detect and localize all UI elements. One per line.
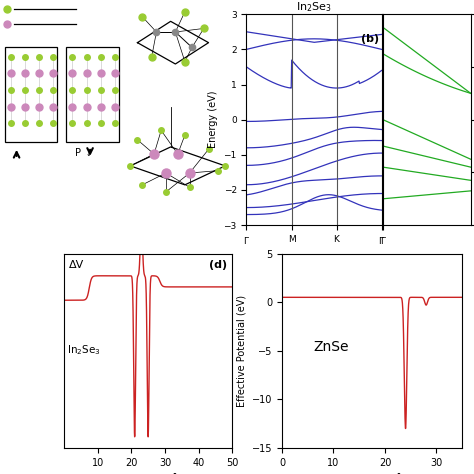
Text: (b): (b) (361, 34, 379, 45)
Text: (d): (d) (209, 260, 227, 270)
Text: ZnSe: ZnSe (313, 340, 348, 354)
Bar (5, 47, 57, 142)
Y-axis label: Energy (eV): Energy (eV) (208, 91, 218, 148)
X-axis label: Position (Å): Position (Å) (336, 473, 409, 474)
Bar (66, 47, 118, 142)
X-axis label: Position (Å): Position (Å) (111, 473, 185, 474)
Text: P: P (75, 148, 81, 158)
Y-axis label: Effective Potential (eV): Effective Potential (eV) (236, 295, 246, 407)
Text: In$_2$Se$_3$: In$_2$Se$_3$ (67, 344, 101, 357)
Text: $_\downarrow$: $_\downarrow$ (84, 148, 92, 158)
Title: In$_2$Se$_3$: In$_2$Se$_3$ (296, 0, 332, 14)
Text: ΔV: ΔV (69, 260, 84, 270)
